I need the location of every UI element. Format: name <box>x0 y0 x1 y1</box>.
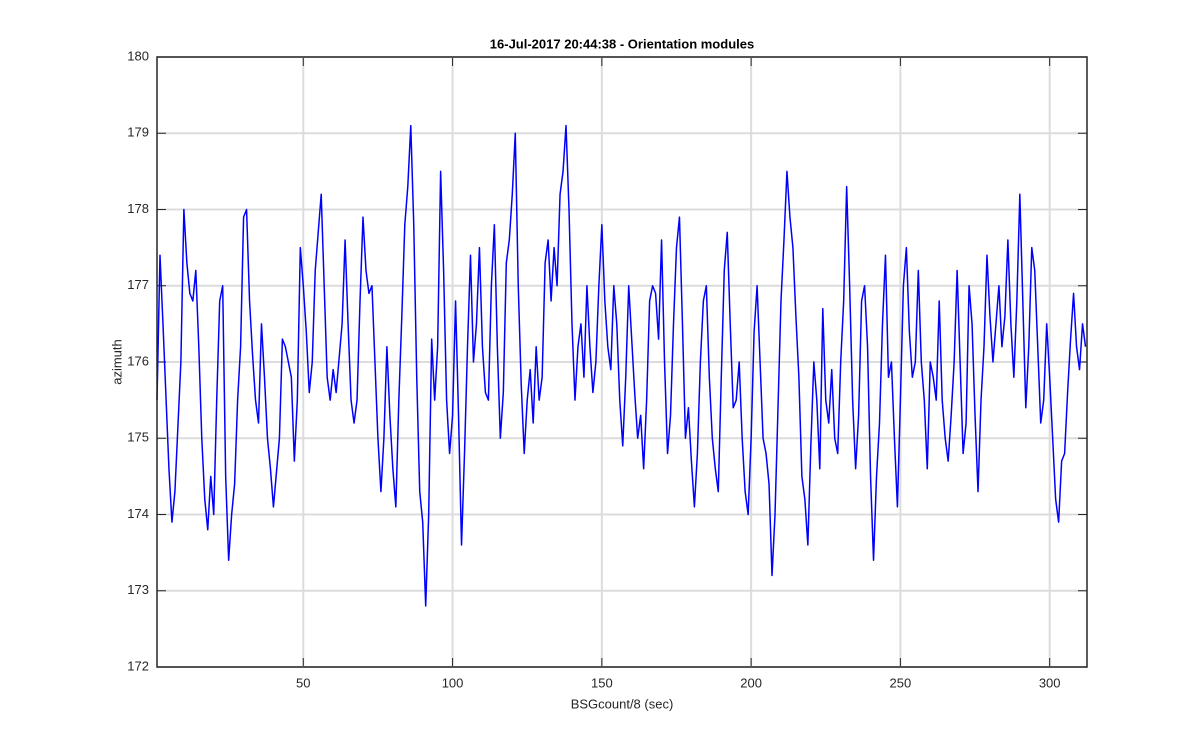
x-axis-label: BSGcount/8 (sec) <box>571 696 674 711</box>
y-tick-label: 172 <box>127 658 149 673</box>
x-tick-label: 250 <box>890 675 912 690</box>
data-line <box>156 124 1087 607</box>
y-axis-label: azimuth <box>109 339 124 385</box>
x-tick-label: 150 <box>591 675 613 690</box>
x-tick-label: 100 <box>442 675 464 690</box>
x-tick-label: 200 <box>740 675 762 690</box>
axes-box <box>156 56 1088 668</box>
y-tick-label: 177 <box>127 277 149 292</box>
y-tick-label: 179 <box>127 125 149 140</box>
y-tick-label: 175 <box>127 430 149 445</box>
y-tick-label: 176 <box>127 353 149 368</box>
y-tick-label: 174 <box>127 506 149 521</box>
y-tick-label: 178 <box>127 201 149 216</box>
x-tick-label: 300 <box>1039 675 1061 690</box>
y-tick-label: 173 <box>127 582 149 597</box>
x-tick-label: 50 <box>296 675 310 690</box>
y-tick-label: 180 <box>127 48 149 63</box>
chart-title: 16-Jul-2017 20:44:38 - Orientation modul… <box>490 36 754 51</box>
